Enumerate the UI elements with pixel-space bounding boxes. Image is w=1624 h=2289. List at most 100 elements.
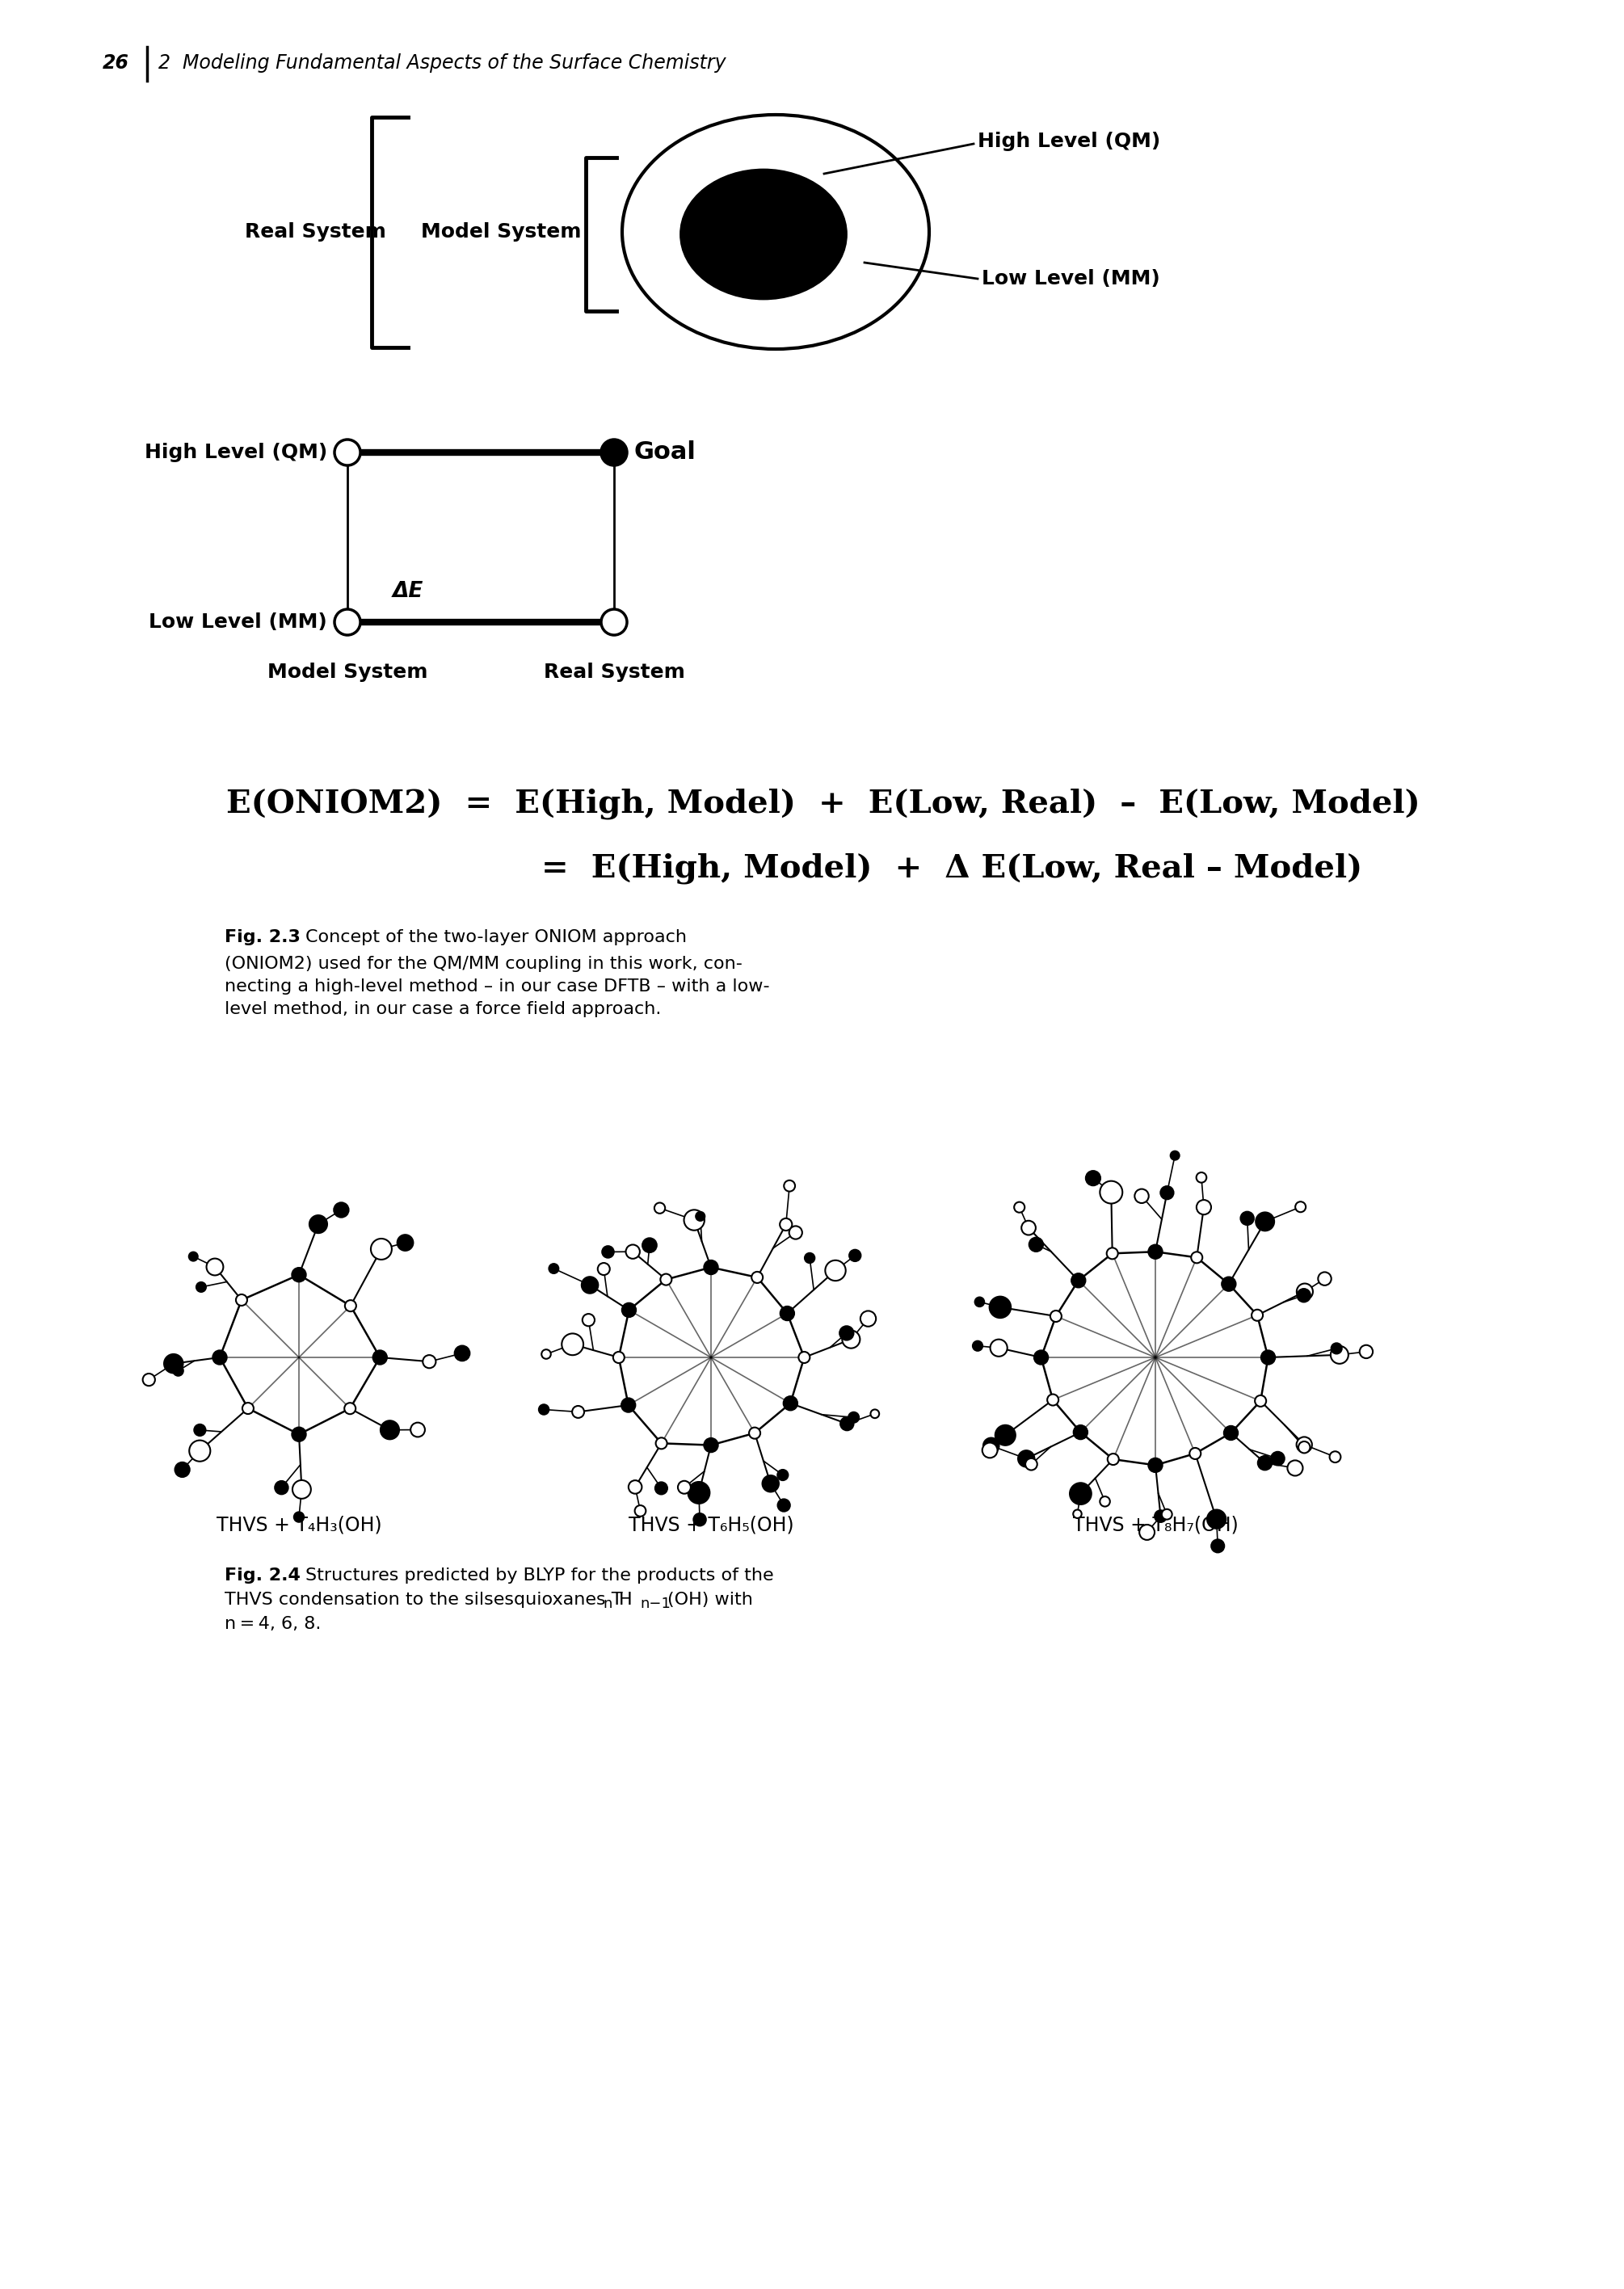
Circle shape: [164, 1355, 184, 1373]
Circle shape: [1030, 1238, 1043, 1252]
Circle shape: [1299, 1442, 1311, 1454]
Circle shape: [1086, 1172, 1101, 1186]
Circle shape: [380, 1421, 400, 1440]
Circle shape: [1047, 1394, 1059, 1405]
Circle shape: [572, 1405, 585, 1417]
Circle shape: [1108, 1454, 1119, 1465]
Circle shape: [562, 1334, 583, 1355]
Circle shape: [825, 1261, 846, 1282]
Circle shape: [778, 1470, 788, 1481]
Circle shape: [1099, 1497, 1109, 1506]
Circle shape: [1296, 1202, 1306, 1213]
Circle shape: [1070, 1483, 1091, 1504]
Circle shape: [294, 1513, 304, 1522]
Circle shape: [422, 1355, 435, 1369]
Circle shape: [1148, 1458, 1163, 1472]
Circle shape: [292, 1426, 307, 1442]
Circle shape: [1221, 1277, 1236, 1291]
Circle shape: [1255, 1213, 1275, 1231]
Circle shape: [799, 1353, 810, 1362]
Circle shape: [603, 1245, 614, 1257]
Text: E(ONIOM2)  =  E(High, Model)  +  E(Low, Real)  –  E(Low, Model): E(ONIOM2) = E(High, Model) + E(Low, Real…: [226, 787, 1421, 819]
Circle shape: [581, 1277, 598, 1293]
Circle shape: [1359, 1346, 1372, 1357]
Circle shape: [235, 1293, 247, 1305]
Text: THVS condensation to the silsesquioxanes T: THVS condensation to the silsesquioxanes…: [224, 1591, 622, 1607]
Circle shape: [1197, 1172, 1207, 1183]
Circle shape: [188, 1252, 198, 1261]
Text: Real System: Real System: [544, 662, 685, 682]
Circle shape: [1288, 1460, 1302, 1476]
Circle shape: [1296, 1437, 1312, 1454]
Circle shape: [1148, 1245, 1163, 1259]
Circle shape: [1072, 1273, 1086, 1289]
Text: (ONIOM2) used for the QM/MM coupling in this work, con-: (ONIOM2) used for the QM/MM coupling in …: [224, 957, 742, 973]
Circle shape: [1296, 1284, 1312, 1300]
Circle shape: [996, 1426, 1015, 1444]
Circle shape: [974, 1298, 984, 1307]
Text: necting a high-level method – in our case DFTB – with a low-: necting a high-level method – in our cas…: [224, 977, 770, 996]
Circle shape: [1073, 1511, 1082, 1518]
Circle shape: [1021, 1220, 1036, 1236]
Circle shape: [635, 1506, 646, 1515]
Circle shape: [1051, 1312, 1062, 1321]
Circle shape: [861, 1312, 875, 1328]
Text: (OH) with: (OH) with: [667, 1591, 754, 1607]
Circle shape: [1207, 1511, 1226, 1529]
Circle shape: [1330, 1451, 1341, 1463]
Circle shape: [175, 1463, 190, 1476]
Circle shape: [752, 1273, 763, 1284]
Circle shape: [1171, 1151, 1179, 1161]
Circle shape: [1212, 1540, 1224, 1552]
Circle shape: [601, 609, 627, 634]
Text: High Level (QM): High Level (QM): [145, 442, 326, 462]
Text: Model System: Model System: [421, 222, 581, 243]
Circle shape: [1332, 1344, 1341, 1353]
Circle shape: [1190, 1252, 1202, 1264]
Circle shape: [1155, 1511, 1166, 1522]
Text: Fig. 2.3: Fig. 2.3: [224, 929, 300, 945]
Circle shape: [598, 1264, 611, 1275]
Text: Model System: Model System: [268, 662, 427, 682]
Circle shape: [703, 1259, 718, 1275]
Circle shape: [1252, 1309, 1263, 1321]
Ellipse shape: [680, 169, 846, 300]
Circle shape: [643, 1238, 656, 1252]
Circle shape: [1298, 1289, 1311, 1302]
Circle shape: [1223, 1426, 1237, 1440]
Circle shape: [656, 1437, 667, 1449]
Circle shape: [549, 1264, 559, 1273]
Circle shape: [762, 1476, 780, 1492]
Circle shape: [689, 1481, 710, 1504]
Circle shape: [622, 1302, 637, 1316]
Circle shape: [1161, 1186, 1174, 1199]
Circle shape: [143, 1373, 154, 1385]
Circle shape: [780, 1307, 794, 1321]
Circle shape: [310, 1215, 326, 1234]
Circle shape: [1255, 1396, 1267, 1408]
Circle shape: [991, 1339, 1007, 1357]
Text: n = 4, 6, 8.: n = 4, 6, 8.: [224, 1616, 322, 1632]
Circle shape: [654, 1202, 666, 1213]
Circle shape: [411, 1421, 425, 1437]
Text: 2  Modeling Fundamental Aspects of the Surface Chemistry: 2 Modeling Fundamental Aspects of the Su…: [159, 53, 726, 73]
Text: n−1: n−1: [640, 1595, 671, 1611]
Circle shape: [601, 439, 627, 465]
Circle shape: [684, 1211, 705, 1229]
Circle shape: [1073, 1426, 1088, 1440]
Circle shape: [1260, 1351, 1275, 1364]
Circle shape: [1025, 1458, 1038, 1470]
Text: Fig. 2.4: Fig. 2.4: [224, 1568, 300, 1584]
Circle shape: [455, 1346, 469, 1362]
Circle shape: [840, 1417, 854, 1431]
Circle shape: [843, 1330, 861, 1348]
Text: THVS + T₄H₃(OH): THVS + T₄H₃(OH): [216, 1515, 382, 1534]
Text: Concept of the two-layer ONIOM approach: Concept of the two-layer ONIOM approach: [305, 929, 687, 945]
Circle shape: [695, 1211, 705, 1220]
Circle shape: [1197, 1199, 1212, 1215]
Circle shape: [1272, 1451, 1285, 1465]
Circle shape: [1189, 1449, 1200, 1458]
Circle shape: [344, 1403, 356, 1415]
Circle shape: [870, 1410, 879, 1419]
Circle shape: [778, 1499, 789, 1511]
